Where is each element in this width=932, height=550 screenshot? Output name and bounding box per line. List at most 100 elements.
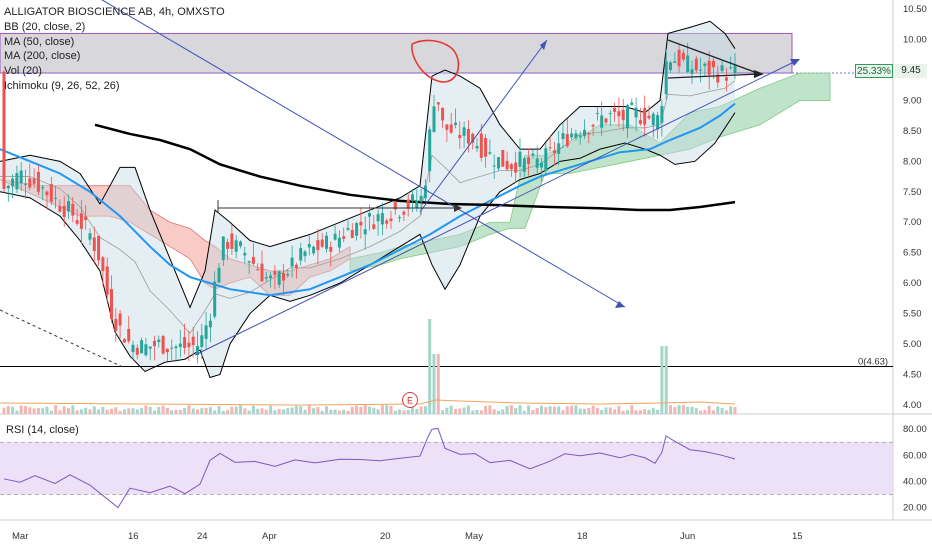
volume-bar bbox=[565, 406, 569, 414]
candle-body bbox=[518, 151, 522, 167]
price-tick-label: 9.00 bbox=[903, 95, 922, 106]
candle-body bbox=[595, 113, 599, 115]
ma50-line bbox=[0, 102, 736, 297]
volume-bar bbox=[531, 410, 535, 414]
time-tick-label: 16 bbox=[128, 531, 139, 542]
volume-bar bbox=[217, 406, 221, 414]
candle-body bbox=[415, 201, 419, 208]
price-tick-label: 7.00 bbox=[903, 217, 922, 228]
candle-body bbox=[441, 107, 445, 121]
candle-body bbox=[475, 145, 479, 149]
volume-bar bbox=[251, 405, 255, 414]
volume-bar bbox=[101, 406, 105, 414]
candle-body bbox=[527, 157, 531, 164]
price-tick-label: 10.50 bbox=[903, 4, 927, 15]
candle-body bbox=[24, 183, 27, 185]
candle-body bbox=[208, 320, 212, 328]
volume-bar bbox=[479, 410, 483, 414]
time-tick-label: 24 bbox=[197, 531, 208, 542]
ichimoku-cloud-bearish bbox=[0, 179, 351, 296]
candle-body bbox=[565, 133, 569, 147]
volume-bar bbox=[411, 406, 414, 414]
volume-bar bbox=[325, 406, 328, 414]
candle-body bbox=[11, 178, 15, 187]
volume-bar bbox=[669, 405, 672, 414]
candle-body bbox=[647, 115, 651, 119]
volume-bar bbox=[466, 405, 470, 414]
earnings-label: E bbox=[407, 396, 413, 406]
arrow-head bbox=[615, 301, 625, 308]
volume-bar bbox=[372, 407, 376, 414]
volume-bar bbox=[84, 407, 88, 414]
candle-body bbox=[299, 248, 303, 261]
candle-body bbox=[282, 272, 285, 281]
candle-body bbox=[178, 343, 182, 348]
candle-body bbox=[277, 271, 281, 285]
price-tick-label: 5.00 bbox=[903, 339, 922, 350]
volume-bar bbox=[307, 405, 311, 414]
candle-body bbox=[97, 235, 101, 261]
volume-bar bbox=[501, 409, 505, 414]
volume-bar bbox=[729, 406, 733, 414]
candle-body bbox=[41, 187, 45, 189]
candle-body bbox=[226, 242, 230, 249]
time-tick-label: Jun bbox=[680, 531, 695, 542]
volume-bar bbox=[105, 409, 109, 414]
volume-bar bbox=[239, 405, 242, 414]
volume-bar bbox=[583, 408, 586, 414]
volume-bar bbox=[406, 409, 410, 414]
price-tick-label: 4.00 bbox=[903, 400, 922, 411]
candle-body bbox=[694, 58, 698, 71]
volume-bar bbox=[131, 408, 135, 414]
candle-body bbox=[574, 133, 578, 139]
candle-body bbox=[643, 107, 647, 125]
volume-bar bbox=[570, 405, 574, 414]
volume-bar bbox=[673, 407, 677, 414]
candle-body bbox=[333, 233, 337, 240]
candle-body bbox=[161, 336, 165, 354]
arrow-head bbox=[540, 40, 547, 50]
volume-bar bbox=[458, 408, 462, 414]
volume-bar bbox=[707, 405, 711, 414]
candle-body bbox=[664, 61, 668, 95]
volume-bar bbox=[385, 405, 389, 414]
candle-body bbox=[19, 170, 23, 184]
volume-bar bbox=[200, 408, 204, 414]
candle-body bbox=[75, 220, 79, 224]
time-tick-label: 18 bbox=[577, 531, 588, 542]
volume-bar bbox=[462, 407, 466, 414]
volume-bar bbox=[557, 406, 561, 414]
volume-bar bbox=[2, 407, 6, 414]
time-tick-label: 15 bbox=[792, 531, 803, 542]
candle-body bbox=[673, 61, 677, 63]
candle-body bbox=[681, 52, 685, 60]
volume-bar bbox=[647, 409, 651, 414]
candle-body bbox=[170, 347, 174, 349]
candle-body bbox=[247, 261, 251, 263]
candle-body bbox=[312, 246, 316, 254]
candle-body bbox=[703, 63, 707, 66]
candle-body bbox=[49, 184, 53, 202]
candle-body bbox=[393, 202, 397, 210]
candle-body bbox=[221, 236, 225, 261]
volume-bar bbox=[19, 405, 23, 414]
rsi-line bbox=[3, 427, 736, 509]
candle-body bbox=[509, 164, 513, 170]
volume-bar bbox=[595, 408, 599, 414]
candle-body bbox=[191, 336, 195, 346]
candle-body bbox=[548, 147, 552, 149]
candle-body bbox=[380, 213, 384, 225]
candle-body bbox=[71, 203, 75, 216]
candle-body bbox=[230, 233, 234, 249]
volume-bar bbox=[733, 407, 737, 414]
candle-body bbox=[385, 220, 389, 224]
candle-body bbox=[368, 212, 371, 217]
candle-body bbox=[200, 335, 204, 347]
candle-body bbox=[260, 263, 264, 282]
volume-bar bbox=[277, 408, 281, 414]
volume-bar bbox=[509, 405, 513, 414]
volume-bar bbox=[475, 410, 479, 414]
candle-body bbox=[544, 148, 548, 171]
candle-body bbox=[471, 133, 475, 143]
